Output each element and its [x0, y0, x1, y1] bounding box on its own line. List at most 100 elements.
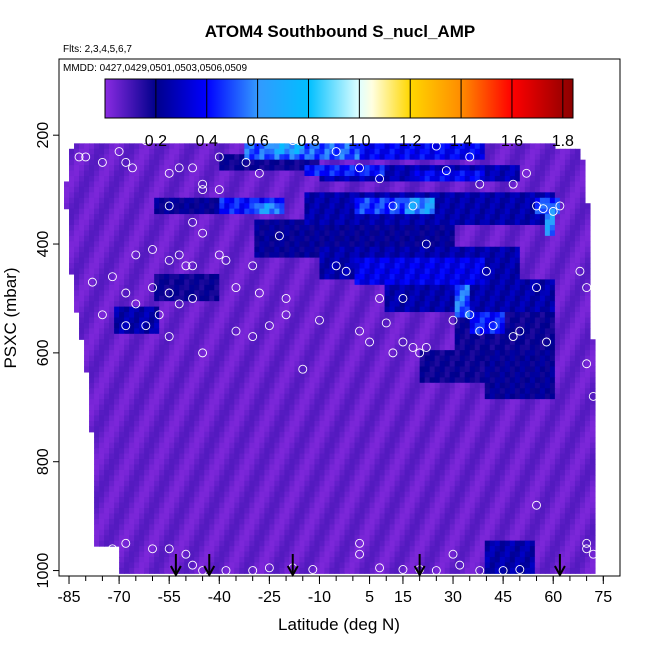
heatmap-cell — [479, 350, 486, 357]
heatmap-cell — [584, 388, 591, 395]
heatmap-cell — [144, 186, 150, 193]
heatmap-cell — [309, 312, 316, 319]
heatmap-cell — [199, 317, 205, 324]
heatmap-cell — [109, 176, 115, 183]
heatmap-cell — [499, 192, 506, 199]
heatmap-cell — [459, 350, 466, 357]
heatmap-cell — [129, 203, 135, 210]
heatmap-cell — [369, 241, 376, 248]
heatmap-cell — [284, 268, 291, 275]
heatmap-cell — [299, 388, 306, 395]
heatmap-cell — [539, 192, 546, 199]
heatmap-cell — [269, 230, 275, 237]
heatmap-cell — [544, 214, 551, 221]
heatmap-cell — [269, 219, 275, 226]
heatmap-cell — [174, 399, 180, 406]
heatmap-cell — [389, 284, 396, 291]
heatmap-cell — [479, 159, 486, 166]
heatmap-cell — [384, 312, 391, 319]
heatmap-cell — [109, 279, 115, 286]
heatmap-cell — [504, 154, 511, 161]
heatmap-cell — [249, 208, 255, 215]
heatmap-cell — [489, 350, 496, 357]
heatmap-cell — [189, 371, 195, 378]
heatmap-cell — [154, 382, 160, 389]
heatmap-cell — [374, 339, 381, 346]
heatmap-cell — [199, 284, 205, 291]
heatmap-cell — [469, 339, 476, 346]
heatmap-cell — [164, 143, 170, 150]
heatmap-cell — [154, 333, 160, 340]
heatmap-cell — [344, 361, 351, 368]
heatmap-cell — [424, 366, 431, 373]
heatmap-cell — [364, 377, 371, 384]
heatmap-cell — [454, 301, 461, 308]
heatmap-cell — [539, 371, 546, 378]
heatmap-cell — [534, 224, 541, 232]
heatmap-cell — [484, 159, 491, 166]
heatmap-cell — [489, 312, 496, 319]
heatmap-cell — [494, 203, 501, 210]
heatmap-cell — [299, 224, 306, 232]
heatmap-cell — [579, 263, 586, 270]
heatmap-cell — [434, 301, 441, 308]
heatmap-cell — [469, 382, 476, 389]
heatmap-cell — [84, 279, 90, 286]
heatmap-cell — [469, 388, 476, 395]
heatmap-cell — [289, 290, 296, 297]
heatmap-cell — [239, 230, 245, 237]
heatmap-cell — [524, 224, 531, 232]
heatmap-cell — [399, 290, 406, 297]
heatmap-cell — [549, 388, 556, 395]
heatmap-cell — [369, 350, 376, 357]
heatmap-cell — [274, 143, 280, 150]
heatmap-cell — [504, 339, 511, 346]
heatmap-cell — [264, 355, 270, 362]
heatmap-cell — [219, 273, 225, 281]
heatmap-cell — [399, 230, 406, 237]
heatmap-cell — [359, 186, 366, 193]
heatmap-cell — [224, 371, 230, 378]
heatmap-cell — [474, 203, 481, 210]
heatmap-cell — [144, 339, 150, 346]
heatmap-cell — [94, 176, 100, 183]
heatmap-cell — [474, 333, 481, 340]
heatmap-cell — [89, 230, 95, 237]
heatmap-cell — [284, 312, 291, 319]
heatmap-cell — [389, 203, 396, 210]
heatmap-cell — [284, 306, 291, 313]
heatmap-cell — [454, 192, 461, 199]
heatmap-cell — [344, 333, 351, 340]
heatmap-cell — [399, 273, 406, 281]
heatmap-cell — [119, 328, 125, 335]
heatmap-cell — [189, 355, 195, 362]
heatmap-cell — [424, 393, 431, 400]
heatmap-cell — [144, 257, 150, 264]
heatmap-cell — [134, 344, 140, 351]
heatmap-cell — [219, 235, 225, 242]
heatmap-cell — [494, 176, 501, 183]
heatmap-cell — [449, 176, 456, 183]
heatmap-cell — [184, 377, 190, 384]
heatmap-cell — [504, 382, 511, 389]
heatmap-cell — [274, 404, 280, 411]
heatmap-cell — [294, 181, 301, 188]
heatmap-cell — [419, 230, 426, 237]
heatmap-cell — [509, 186, 516, 193]
heatmap-cell — [369, 279, 376, 286]
heatmap-cell — [174, 273, 180, 281]
heatmap-cell — [564, 295, 571, 302]
heatmap-cell — [284, 203, 291, 210]
heatmap-cell — [384, 143, 391, 150]
heatmap-cell — [399, 339, 406, 346]
heatmap-cell — [144, 273, 150, 281]
heatmap-cell — [264, 371, 270, 378]
heatmap-cell — [419, 355, 426, 362]
heatmap-cell — [334, 154, 341, 161]
heatmap-cell — [444, 241, 451, 248]
heatmap-cell — [439, 284, 446, 291]
heatmap-cell — [429, 230, 436, 237]
heatmap-cell — [399, 404, 406, 411]
heatmap-cell — [489, 377, 496, 384]
heatmap-cell — [319, 241, 326, 248]
